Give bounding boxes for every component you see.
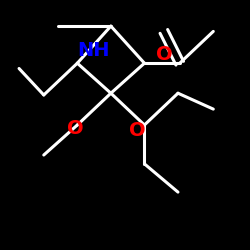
Text: NH: NH (77, 41, 110, 60)
Text: O: O (67, 119, 84, 138)
Text: O: O (156, 45, 172, 64)
Text: O: O (129, 121, 146, 140)
